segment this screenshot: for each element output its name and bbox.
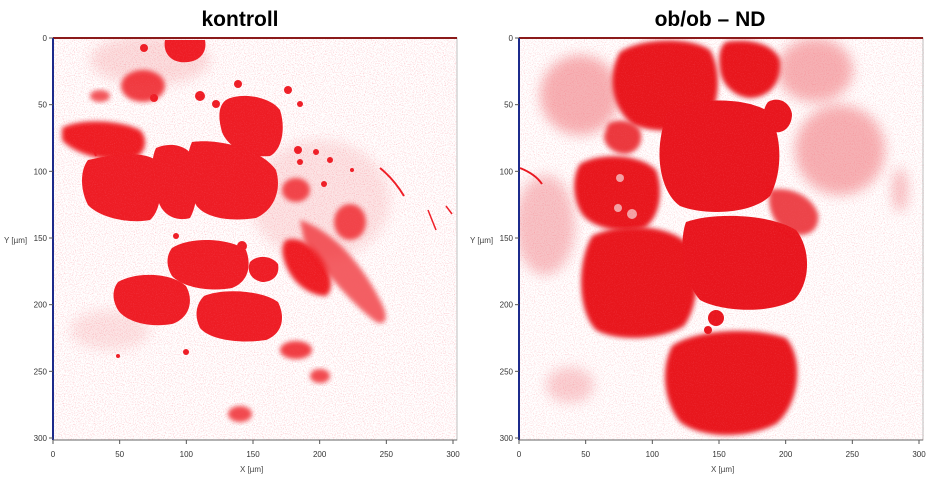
left-x-tick-label: 0 bbox=[51, 450, 56, 459]
right-y-tick-label: 100 bbox=[500, 167, 514, 176]
right-y-tick-label: 0 bbox=[509, 34, 514, 43]
left-x-tick-label: 100 bbox=[180, 450, 194, 459]
right-x-tick-label: 300 bbox=[912, 450, 926, 459]
left-x-tick-label: 50 bbox=[115, 450, 124, 459]
left-y-tick-label: 0 bbox=[43, 34, 48, 43]
left-y-axis-label: Y [µm] bbox=[4, 236, 28, 245]
right-y-tick-label: 300 bbox=[500, 434, 514, 443]
right-y-tick-label: 150 bbox=[500, 234, 514, 243]
left-x-tick-label: 300 bbox=[446, 450, 460, 459]
right-y-axis-label: Y [µm] bbox=[470, 236, 494, 245]
left-x-axis-label: X [µm] bbox=[240, 465, 264, 474]
left-y-tick-label: 150 bbox=[34, 234, 48, 243]
right-x-tick-label: 150 bbox=[712, 450, 726, 459]
left-x-tick-label: 200 bbox=[313, 450, 327, 459]
right-y-tick-label: 50 bbox=[504, 101, 513, 110]
left-y-tick-label: 300 bbox=[34, 434, 48, 443]
left-y-tick-label: 100 bbox=[34, 167, 48, 176]
right-y-tick-label: 200 bbox=[500, 301, 514, 310]
left-y-tick-label: 200 bbox=[34, 301, 48, 310]
panel-title-left: kontroll bbox=[201, 8, 279, 31]
right-x-tick-label: 50 bbox=[581, 450, 590, 459]
right-x-tick-label: 100 bbox=[646, 450, 660, 459]
left-x-tick-label: 150 bbox=[246, 450, 260, 459]
right-x-tick-label: 200 bbox=[779, 450, 793, 459]
left-micrograph bbox=[53, 38, 457, 440]
right-y-tick-label: 250 bbox=[500, 367, 514, 376]
panel-title-right: ob/ob – ND bbox=[654, 8, 766, 31]
right-x-axis-label: X [µm] bbox=[711, 465, 735, 474]
left-y-tick-label: 250 bbox=[34, 367, 48, 376]
right-micrograph bbox=[519, 38, 924, 440]
right-x-tick-label: 0 bbox=[517, 450, 522, 459]
right-x-tick-label: 250 bbox=[846, 450, 860, 459]
left-x-tick-label: 250 bbox=[380, 450, 394, 459]
left-y-tick-label: 50 bbox=[38, 101, 47, 110]
